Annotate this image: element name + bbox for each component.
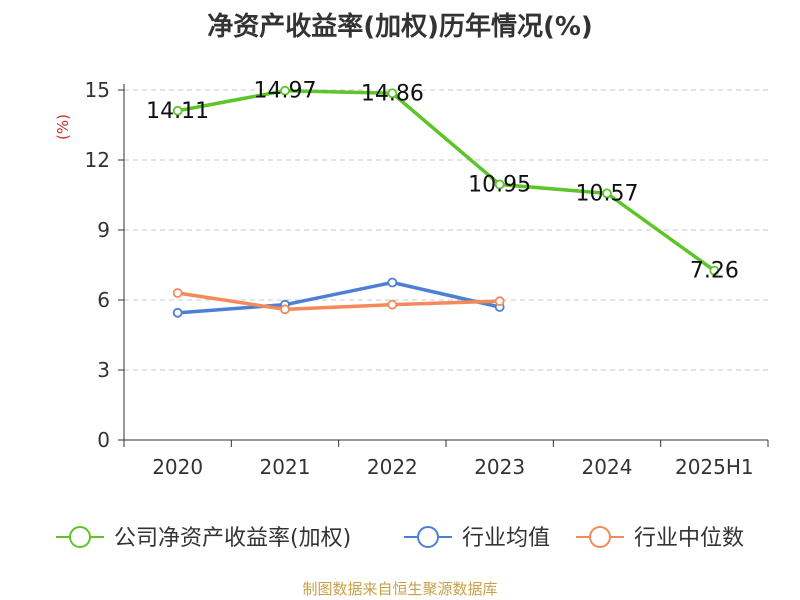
y-tick-label: 0 <box>97 428 110 452</box>
x-tick-label: 2023 <box>474 455 525 479</box>
x-tick-label: 2024 <box>582 455 633 479</box>
data-point <box>709 265 720 276</box>
legend-marker <box>589 526 611 548</box>
data-point <box>387 88 398 99</box>
data-label: 14.86 <box>361 81 424 106</box>
data-point <box>494 179 505 190</box>
y-tick-label: 3 <box>97 358 110 382</box>
legend-label: 行业中位数 <box>634 526 744 551</box>
data-point <box>172 307 183 318</box>
data-point <box>172 105 183 116</box>
axes: 0 3 6 9 12 15 (%) 2020 2021 2022 2023 2024 2025H1 <box>54 78 769 479</box>
data-point <box>602 188 612 199</box>
chart-title: 净资产收益率(加权)历年情况(%) <box>207 12 593 42</box>
x-tick-label: 2020 <box>152 455 203 479</box>
data-label: 10.57 <box>576 181 639 206</box>
series-line <box>177 88 716 273</box>
data-label: 14.11 <box>146 99 209 124</box>
data-point <box>172 288 183 298</box>
legend-label: 公司净资产收益率(加权) <box>114 526 351 551</box>
data-point <box>494 296 505 307</box>
series-line <box>177 280 501 315</box>
data-labels: 14.11 14.97 14.86 10.95 10.57 7.26 <box>146 79 739 284</box>
data-label: 14.97 <box>254 79 317 104</box>
data-label: 10.95 <box>468 173 531 198</box>
x-tick-label: 2022 <box>367 455 418 479</box>
data-point <box>280 304 290 315</box>
x-tick-label: 2025H1 <box>675 455 754 479</box>
legend: 公司净资产收益率(加权) 行业均值 行业中位数 <box>56 526 744 551</box>
data-point <box>387 299 398 310</box>
data-point <box>387 277 398 288</box>
y-tick-label: 15 <box>85 78 110 102</box>
source-note: 制图数据来自恒生聚源数据库 <box>302 580 498 598</box>
legend-label: 行业均值 <box>462 526 550 551</box>
legend-marker <box>69 526 91 548</box>
y-tick-label: 12 <box>85 148 110 172</box>
gridlines <box>124 89 768 371</box>
y-tick-label: 9 <box>97 218 110 242</box>
data-point <box>280 85 290 96</box>
y-axis-label: (%) <box>54 114 72 140</box>
series-lines <box>172 85 720 318</box>
x-tick-label: 2021 <box>260 455 311 479</box>
y-tick-label: 6 <box>97 288 110 312</box>
data-label: 7.26 <box>690 259 739 284</box>
legend-marker <box>417 526 439 548</box>
series-line <box>177 291 500 312</box>
